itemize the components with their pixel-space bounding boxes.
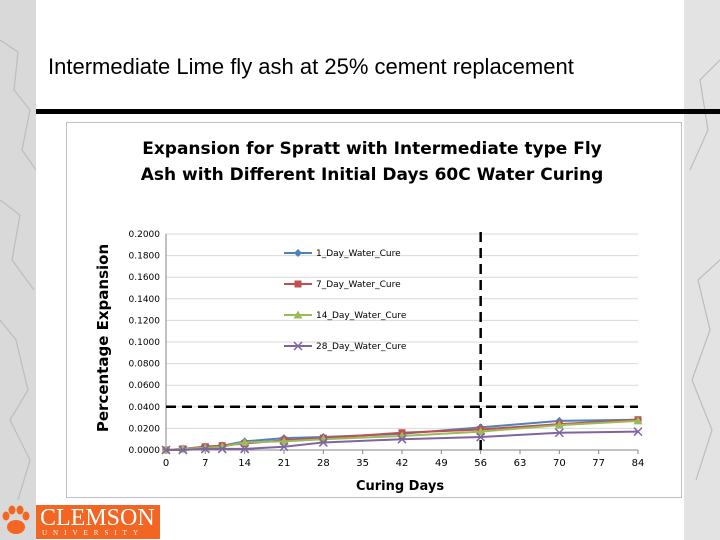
- y-tick-label: 0.1400: [129, 295, 161, 305]
- chart-title-line-1: Expansion for Spratt with Intermediate t…: [142, 139, 602, 159]
- legend-label: 28_Day_Water_Cure: [316, 342, 407, 352]
- title-divider: [36, 109, 720, 114]
- data-point-stroke: [217, 444, 227, 454]
- x-tick-label: 49: [435, 458, 448, 469]
- data-point: [633, 416, 643, 425]
- data-point-stroke: [200, 444, 210, 454]
- data-point: [318, 437, 328, 447]
- data-point-stroke: [476, 432, 486, 442]
- data-point-stroke: [240, 444, 250, 454]
- data-point: [200, 444, 210, 454]
- data-point: [161, 445, 171, 455]
- legend-item: 28_Day_Water_Cure: [284, 341, 407, 352]
- legend-item: 1_Day_Water_Cure: [284, 249, 401, 259]
- grid-lines: [166, 233, 638, 429]
- data-point-stroke: [161, 445, 171, 455]
- logo-banner: [36, 505, 160, 539]
- data-point: [294, 280, 302, 288]
- series-28_Day_Water_Cure: [161, 427, 643, 455]
- logo-subtitle: UNIVERSITY: [42, 529, 144, 537]
- data-point: [279, 436, 289, 445]
- x-tick-label: 56: [474, 458, 487, 469]
- axes: 0.0000 0.0200 0.0400 0.0600 0.0800 0.1000 0.12…: [129, 230, 645, 469]
- data-point: [294, 249, 302, 257]
- threshold-lines: [166, 232, 638, 450]
- data-point: [397, 434, 407, 444]
- legend-item: 7_Day_Water_Cure: [284, 280, 401, 290]
- data-point-stroke: [279, 442, 289, 452]
- x-tick-label: 21: [278, 458, 291, 469]
- tiger-paw-icon: [2, 505, 30, 534]
- x-tick-label: 7: [202, 458, 208, 469]
- x-tick-label: 63: [514, 458, 527, 469]
- x-tick-label: 14: [238, 458, 251, 469]
- x-tick-label: 28: [317, 458, 330, 469]
- y-tick-label: 0.1000: [129, 338, 161, 348]
- data-point: [240, 437, 250, 446]
- data-point: [217, 444, 227, 454]
- legend-label: 14_Day_Water_Cure: [316, 311, 407, 321]
- y-tick-label: 0.0000: [129, 446, 161, 456]
- data-point: [554, 420, 564, 429]
- data-point: [293, 310, 303, 319]
- data-point: [293, 341, 303, 351]
- legend-label: 7_Day_Water_Cure: [316, 280, 401, 290]
- y-tick-label: 0.0200: [129, 424, 161, 434]
- y-tick-label: 0.1200: [129, 316, 161, 326]
- slide-title: Intermediate Lime fly ash at 25% cement …: [48, 54, 574, 79]
- y-tick-label: 0.0400: [129, 403, 161, 413]
- x-tick-label: 35: [356, 458, 369, 469]
- data-point: [554, 428, 564, 438]
- x-tick-label: 77: [592, 458, 605, 469]
- logo-wordmark: CLEMSON: [40, 505, 155, 531]
- legend-item: 14_Day_Water_Cure: [284, 310, 407, 321]
- clemson-logo: [2, 505, 30, 534]
- y-tick-label: 0.0600: [129, 381, 161, 391]
- chart-title-line-2: Ash with Different Initial Days 60C Wate…: [141, 165, 604, 185]
- series-lines: [161, 415, 643, 455]
- x-tick-label: 70: [553, 458, 566, 469]
- y-tick-label: 0.1600: [129, 273, 161, 283]
- data-point: [240, 444, 250, 454]
- x-tick-label: 42: [396, 458, 409, 469]
- data-point-stroke: [554, 428, 564, 438]
- legend: 1_Day_Water_Cure 7_Day_Water_Cure 14_Day_W…: [284, 249, 407, 352]
- data-point-stroke: [178, 445, 188, 455]
- data-point-stroke: [397, 434, 407, 444]
- expansion-line-chart: Expansion for Spratt with Intermediate t…: [94, 139, 645, 494]
- x-tick-label: 0: [163, 458, 169, 469]
- data-point: [476, 432, 486, 442]
- y-tick-label: 0.0800: [129, 360, 161, 370]
- data-point-stroke: [318, 437, 328, 447]
- x-axis-label: Curing Days: [356, 479, 444, 494]
- legend-label: 1_Day_Water_Cure: [316, 249, 401, 259]
- data-point-stroke: [633, 427, 643, 437]
- x-tick-label: 84: [632, 458, 645, 469]
- y-tick-label: 0.1800: [129, 252, 161, 262]
- data-point: [178, 445, 188, 455]
- data-point: [476, 427, 486, 436]
- y-tick-label: 0.2000: [129, 230, 161, 240]
- data-point-stroke: [293, 341, 303, 351]
- data-point: [279, 442, 289, 452]
- y-axis-label: Percentage Expansion: [94, 244, 112, 432]
- data-point: [633, 427, 643, 437]
